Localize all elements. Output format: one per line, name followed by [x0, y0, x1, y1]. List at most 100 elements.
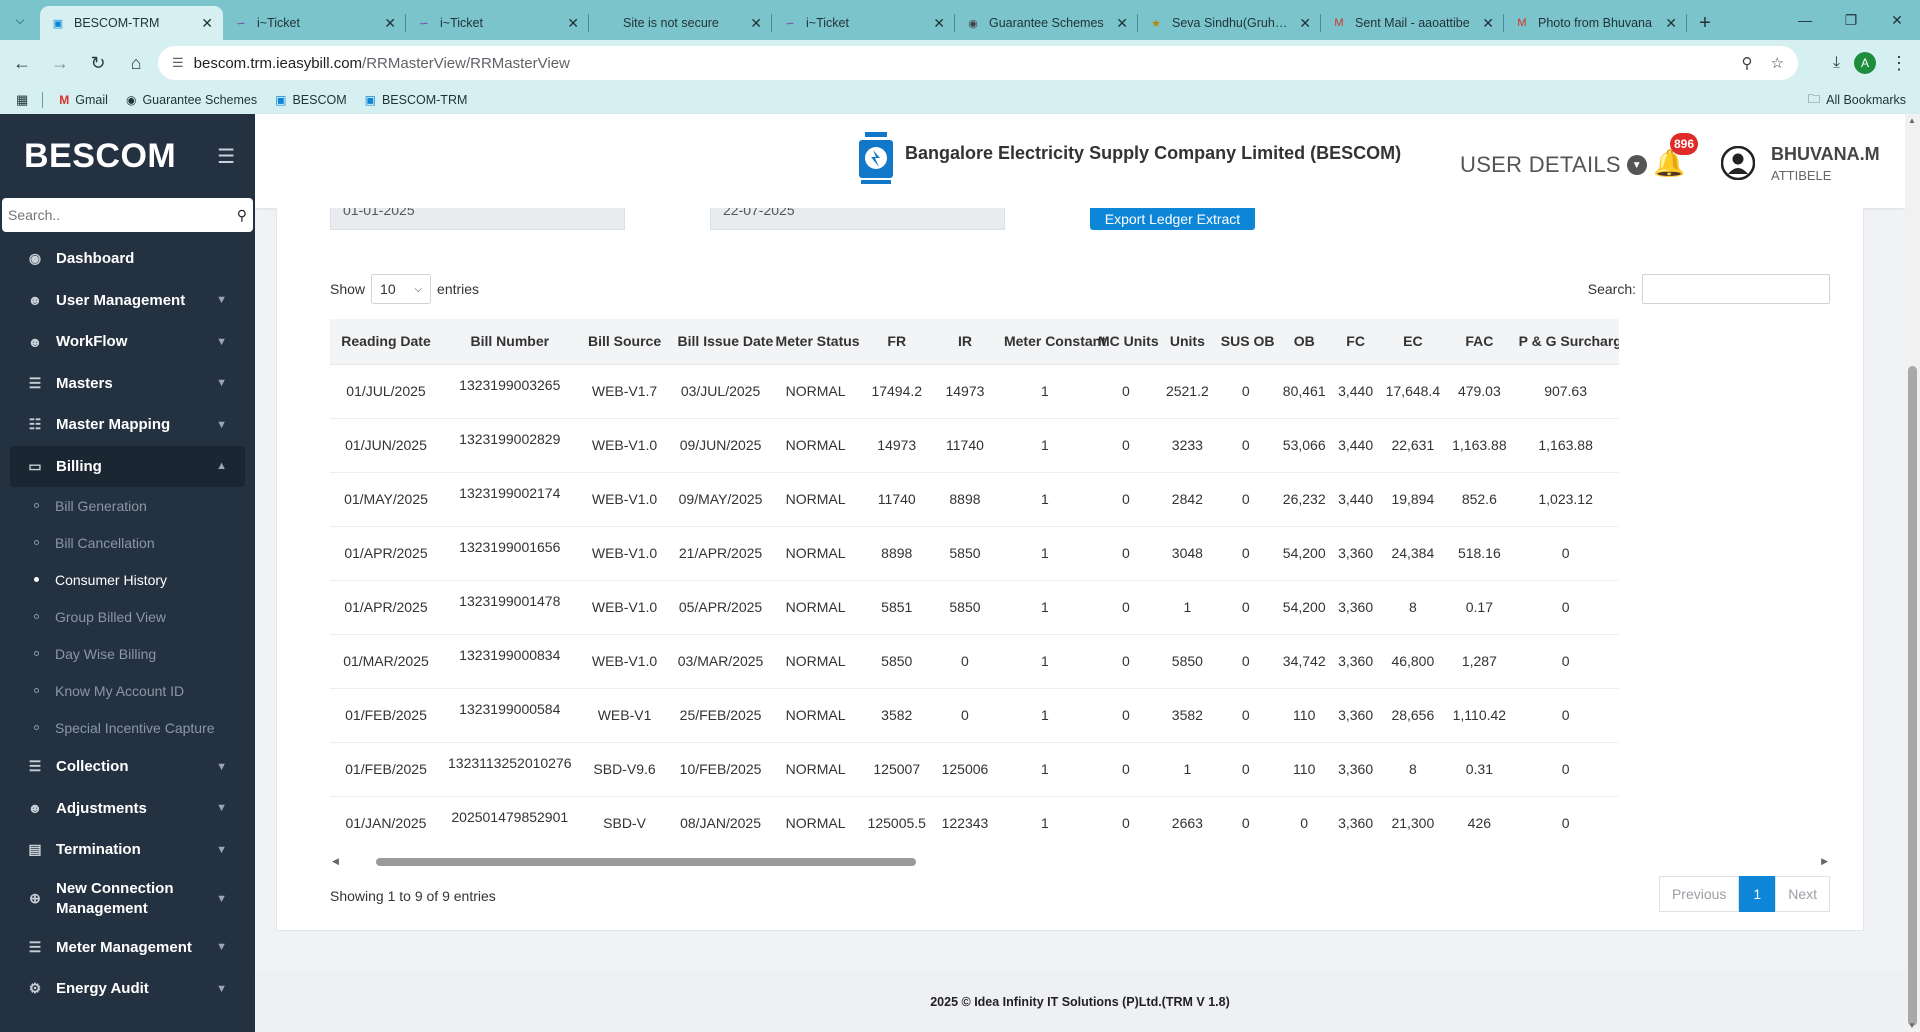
all-bookmarks[interactable]: 🗀 All Bookmarks [1808, 86, 1906, 114]
table-row[interactable]: 01/MAY/2025 1323199002174 WEB-V1.0 09/MAY/2… [330, 472, 1619, 527]
submenu-item-group-billed-view[interactable]: Group Billed View [0, 598, 255, 635]
tab-search-chevron-icon[interactable]: ⌵ [15, 12, 25, 27]
browser-tab[interactable]: ▣ BESCOM-TRM ✕ [40, 6, 223, 40]
table-row[interactable]: 01/JUN/2025 1323199002829 WEB-V1.0 09/JUN/2… [330, 418, 1619, 473]
site-info-icon[interactable]: ☰ [172, 55, 184, 70]
bookmark-star-icon[interactable]: ☆ [1770, 55, 1784, 72]
column-header[interactable]: FC [1331, 319, 1380, 365]
browser-tab[interactable]: M Sent Mail - aaoattibe ✕ [1321, 6, 1504, 40]
url-text[interactable]: bescom.trm.ieasybill.com/RRMasterView/RR… [193, 54, 570, 72]
sidebar-item-master-mapping[interactable]: ☷ Master Mapping ▼ [0, 404, 255, 446]
sidebar-item-new-connection-management[interactable]: ⊕ New Connection Management ▼ [0, 871, 255, 927]
column-header[interactable]: EC [1379, 319, 1447, 365]
submenu-item-bill-cancellation[interactable]: Bill Cancellation [0, 524, 255, 561]
column-header[interactable]: IR [931, 319, 998, 365]
tab-close-icon[interactable]: ✕ [750, 14, 762, 31]
scroll-left-icon[interactable]: ◀ [332, 856, 339, 866]
brand-logo[interactable]: BESCOM [24, 136, 177, 175]
tab-close-icon[interactable]: ✕ [201, 14, 213, 31]
search-icon[interactable]: ⚲ [236, 206, 247, 223]
table-row[interactable]: 01/JUL/2025 1323199003265 WEB-V1.7 03/JUL/2… [330, 364, 1619, 419]
tab-close-icon[interactable]: ✕ [1299, 14, 1311, 31]
ledger-table-container[interactable]: Reading Date Bill Number Bill Source Bill I… [330, 319, 1830, 849]
bookmark-bescom[interactable]: ▣ BESCOM [275, 93, 347, 107]
bookmark-gmail[interactable]: M Gmail [59, 93, 108, 107]
browser-tab[interactable]: ∽ i~Ticket ✕ [406, 6, 589, 40]
close-window-icon[interactable]: ✕ [1891, 11, 1903, 28]
tab-close-icon[interactable]: ✕ [933, 14, 945, 31]
submenu-item-bill-generation[interactable]: Bill Generation [0, 487, 255, 524]
browser-tab[interactable]: ★ Seva Sindhu(Gruha Jy ✕ [1138, 6, 1321, 40]
tab-close-icon[interactable]: ✕ [1665, 14, 1677, 31]
sidebar-item-termination[interactable]: ▤ Termination ▼ [0, 829, 255, 871]
sidebar-item-energy-audit[interactable]: ⚙ Energy Audit ▼ [0, 968, 255, 1010]
column-header[interactable]: Units [1159, 319, 1215, 365]
submenu-item-know-my-account-id[interactable]: Know My Account ID [0, 672, 255, 709]
profile-avatar[interactable]: A [1854, 52, 1876, 74]
browser-tab[interactable]: ∽ i~Ticket ✕ [772, 6, 955, 40]
browser-tab[interactable]: M Photo from Bhuvana ✕ [1504, 6, 1687, 40]
forward-icon[interactable]: → [51, 52, 69, 73]
to-date-input[interactable]: 22-07-2025 [710, 208, 1005, 230]
column-header[interactable]: Meter Constant [997, 319, 1106, 365]
bookmark-guarantee-schemes[interactable]: ◉ Guarantee Schemes [125, 93, 258, 107]
apps-grid-icon[interactable]: ▦ [16, 92, 29, 107]
table-row[interactable]: 01/MAR/2025 1323199000834 WEB-V1.0 03/MAR/2… [330, 634, 1619, 689]
sidebar-item-masters[interactable]: ☰ Masters ▼ [0, 363, 255, 405]
next-page-button[interactable]: Next [1775, 876, 1830, 912]
browser-tab[interactable]: Site is not secure ✕ [589, 6, 772, 40]
sidebar-item-dashboard[interactable]: ◉ Dashboard [0, 238, 255, 280]
page-vertical-scrollbar[interactable]: ▲ ▼ [1905, 114, 1920, 1032]
column-header[interactable]: SUS OB [1214, 319, 1277, 365]
sidebar-item-collection[interactable]: ☰ Collection ▼ [0, 746, 255, 788]
column-header[interactable]: Reading Date [330, 319, 442, 365]
download-icon[interactable]: ⤓ [1832, 54, 1840, 71]
restore-icon[interactable]: ❐ [1844, 11, 1858, 28]
scroll-right-icon[interactable]: ▶ [1821, 856, 1828, 866]
horizontal-scrollbar[interactable]: ◀ ▶ [330, 854, 1830, 868]
table-search-input[interactable] [1642, 274, 1830, 304]
home-icon[interactable]: ⌂ [130, 52, 142, 73]
sidebar-item-workflow[interactable]: ☻ WorkFlow ▼ [0, 321, 255, 363]
user-details-dropdown[interactable]: USER DETAILS ▼ [1460, 152, 1647, 178]
user-avatar-icon[interactable] [1721, 146, 1755, 180]
sidebar-item-adjustments[interactable]: ☻ Adjustments ▼ [0, 788, 255, 830]
scroll-thumb[interactable] [376, 858, 916, 866]
column-header[interactable]: FR [861, 319, 932, 365]
from-date-input[interactable]: 01-01-2025 [330, 208, 625, 230]
browser-menu-icon[interactable]: ⋮ [1890, 52, 1908, 73]
previous-page-button[interactable]: Previous [1658, 876, 1740, 912]
export-ledger-button[interactable]: Export Ledger Extract [1090, 208, 1255, 230]
bookmark-bescom-trm[interactable]: ▣ BESCOM-TRM [364, 93, 468, 107]
submenu-item-day-wise-billing[interactable]: Day Wise Billing [0, 635, 255, 672]
page-scroll-thumb[interactable] [1908, 366, 1917, 1026]
sidebar-item-user-management[interactable]: ☻ User Management ▼ [0, 280, 255, 322]
browser-tab[interactable]: ◉ Guarantee Schemes ✕ [955, 6, 1138, 40]
column-header[interactable]: OB [1276, 319, 1332, 365]
column-header[interactable]: Meter Status [769, 319, 862, 365]
reload-icon[interactable]: ↻ [90, 52, 106, 73]
submenu-item-special-incentive-capture[interactable]: Special Incentive Capture [0, 709, 255, 746]
minimize-icon[interactable]: — [1798, 12, 1812, 28]
address-bar[interactable]: ☰ bescom.trm.ieasybill.com/RRMasterView/… [158, 46, 1798, 80]
table-row[interactable]: 01/FEB/2025 1323199000584 WEB-V1 25/FEB/202… [330, 688, 1619, 743]
column-header[interactable]: Bill Source [577, 319, 672, 365]
tab-close-icon[interactable]: ✕ [567, 14, 579, 31]
tab-close-icon[interactable]: ✕ [384, 14, 396, 31]
column-header[interactable]: Bill Number [442, 319, 578, 365]
table-row[interactable]: 01/APR/2025 1323199001656 WEB-V1.0 21/APR/2… [330, 526, 1619, 581]
column-header[interactable]: P & G Surcharge [1512, 319, 1619, 365]
scroll-down-icon[interactable]: ▼ [1908, 1021, 1916, 1030]
column-header[interactable]: MC Units [1091, 319, 1160, 365]
sidebar-item-billing[interactable]: ▭ Billing ▲ [10, 445, 245, 487]
entries-select[interactable]: 10 ⌵ [371, 274, 432, 304]
table-row[interactable]: 01/APR/2025 1323199001478 WEB-V1.0 05/APR/2… [330, 580, 1619, 635]
table-row[interactable]: 01/FEB/2025 1323113252010276 SBD-V9.6 10/FE… [330, 742, 1619, 797]
back-icon[interactable]: ← [13, 52, 31, 73]
column-header[interactable]: Bill Issue Date [671, 319, 773, 365]
table-row[interactable]: 01/JAN/2025 202501479852901 SBD-V 08/JAN/20… [330, 796, 1619, 849]
browser-tab[interactable]: ∽ i~Ticket ✕ [223, 6, 406, 40]
scroll-up-icon[interactable]: ▲ [1908, 116, 1916, 125]
tab-close-icon[interactable]: ✕ [1116, 14, 1128, 31]
sidebar-search-input[interactable] [8, 207, 237, 223]
